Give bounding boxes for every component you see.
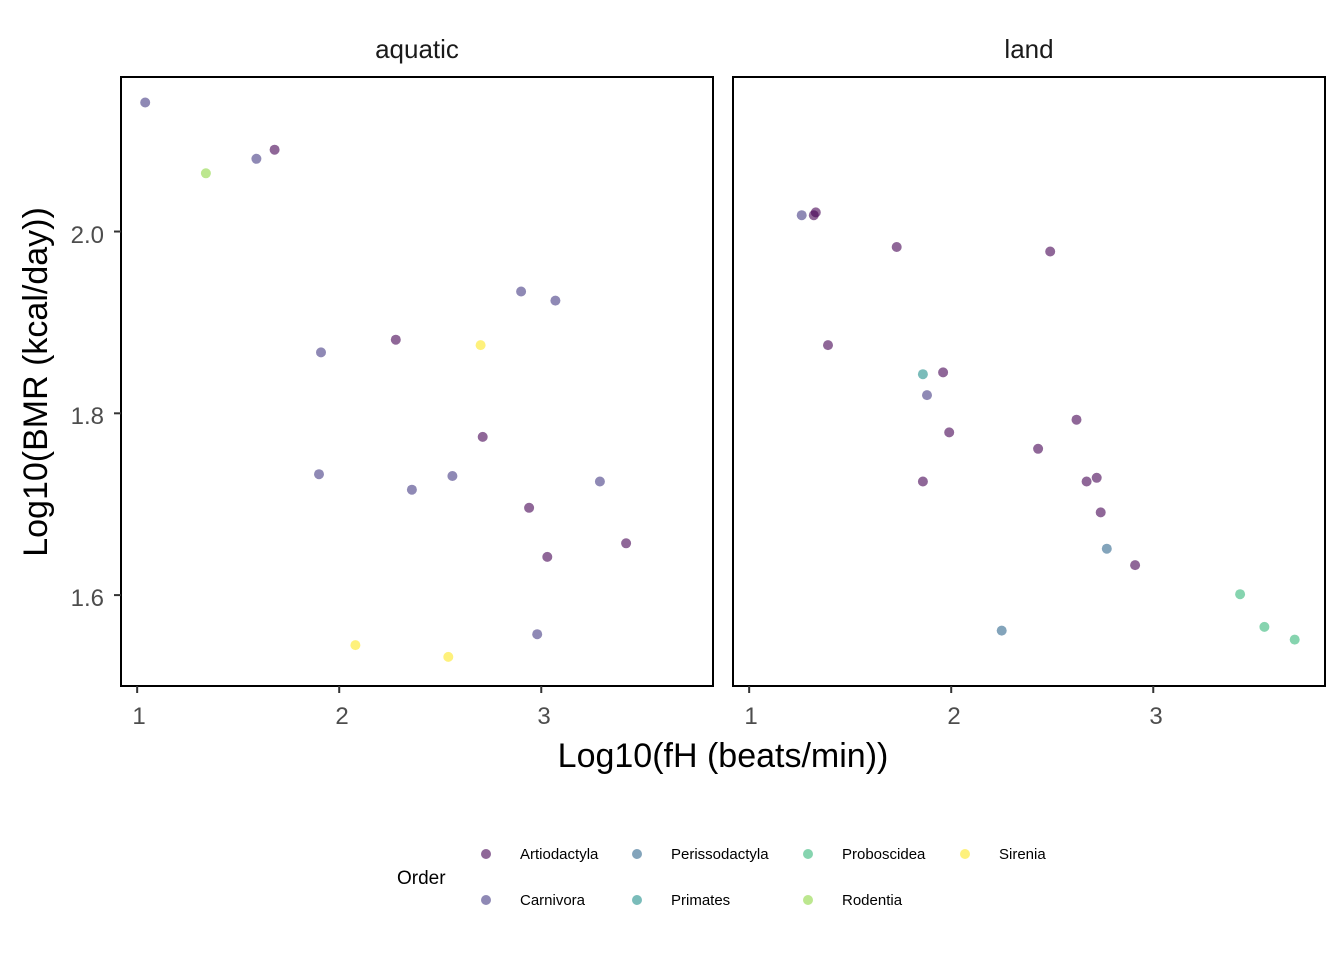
legend-key [481, 849, 491, 859]
legend-entry: Artiodactyla [481, 846, 599, 863]
data-point [477, 431, 488, 442]
legend-label: Perissodactyla [671, 846, 769, 863]
data-point [1033, 443, 1044, 454]
data-point [891, 242, 902, 252]
data-point [443, 651, 454, 662]
legend-label: Sirenia [999, 846, 1046, 863]
data-point [996, 625, 1007, 636]
y-axis-title: Log10(BMR (kcal/day)) [17, 207, 55, 557]
data-point [917, 369, 928, 380]
legend-key [632, 895, 642, 905]
data-point [406, 484, 417, 495]
x-tick-label: 2 [947, 703, 960, 730]
legend-entry: Primates [632, 892, 730, 909]
legend-key [960, 849, 970, 859]
data-point [251, 153, 262, 164]
legend-entries: Artiodactyla Carnivora Perissodactyla Prima… [481, 846, 1046, 909]
points-aquatic [140, 97, 632, 662]
data-point [516, 286, 527, 297]
data-point [140, 97, 151, 108]
data-point [1071, 414, 1082, 425]
legend-label: Proboscidea [842, 846, 926, 863]
data-point [1095, 507, 1106, 518]
data-point [621, 538, 632, 549]
x-tick-label: 1 [132, 703, 145, 730]
axis-ticks [114, 230, 1155, 693]
data-point [1130, 560, 1141, 571]
data-point [447, 471, 458, 481]
legend-label: Artiodactyla [520, 846, 599, 863]
data-point [922, 390, 932, 401]
data-point [475, 340, 486, 351]
panel-title-land: land [1004, 34, 1053, 64]
data-point [1235, 589, 1246, 600]
data-point [269, 144, 280, 155]
x-tick-label: 1 [744, 703, 757, 730]
y-tick-label: 1.8 [71, 403, 104, 430]
data-point [1091, 472, 1102, 483]
x-tick-label: 3 [537, 703, 550, 730]
x-axis-title: Log10(fH (beats/min)) [558, 737, 889, 775]
legend-entry: Rodentia [803, 892, 903, 909]
data-point [1045, 246, 1056, 257]
y-tick-label: 2.0 [71, 222, 104, 249]
data-point [1101, 543, 1112, 554]
x-tick-label: 3 [1149, 703, 1162, 730]
data-point [1289, 634, 1300, 645]
panel-title-aquatic: aquatic [375, 34, 459, 64]
legend-entry: Sirenia [960, 846, 1046, 863]
data-point [917, 476, 928, 487]
panel-frame-aquatic [120, 76, 714, 687]
data-point [1259, 621, 1270, 632]
legend-key [803, 849, 813, 859]
legend-key [632, 849, 642, 859]
data-point [316, 347, 326, 358]
legend-key [481, 895, 491, 905]
data-point [550, 295, 561, 306]
data-point [594, 476, 605, 487]
panel-frame-land [732, 76, 1326, 687]
x-tick-label: 2 [335, 703, 348, 730]
data-point [524, 502, 535, 513]
data-point [796, 210, 807, 221]
data-point [810, 207, 821, 218]
data-point [532, 629, 543, 640]
data-point [542, 551, 553, 562]
y-tick-label: 1.6 [71, 585, 104, 612]
legend: Order Artiodactyla Carnivora Perissodactyl… [397, 846, 1046, 909]
data-point [1081, 476, 1092, 487]
data-point [350, 640, 361, 651]
legend-entry: Carnivora [481, 892, 586, 909]
legend-title: Order [397, 868, 446, 889]
legend-entry: Proboscidea [803, 846, 926, 863]
legend-entry: Perissodactyla [632, 846, 769, 863]
data-point [200, 168, 211, 179]
legend-label: Primates [671, 892, 730, 909]
data-point [944, 427, 955, 438]
legend-key [803, 895, 813, 905]
legend-label: Rodentia [842, 892, 903, 909]
data-point [314, 469, 324, 480]
data-point [823, 340, 833, 351]
points-land [796, 207, 1300, 645]
data-point [390, 334, 401, 345]
data-point [938, 367, 949, 378]
legend-label: Carnivora [520, 892, 586, 909]
